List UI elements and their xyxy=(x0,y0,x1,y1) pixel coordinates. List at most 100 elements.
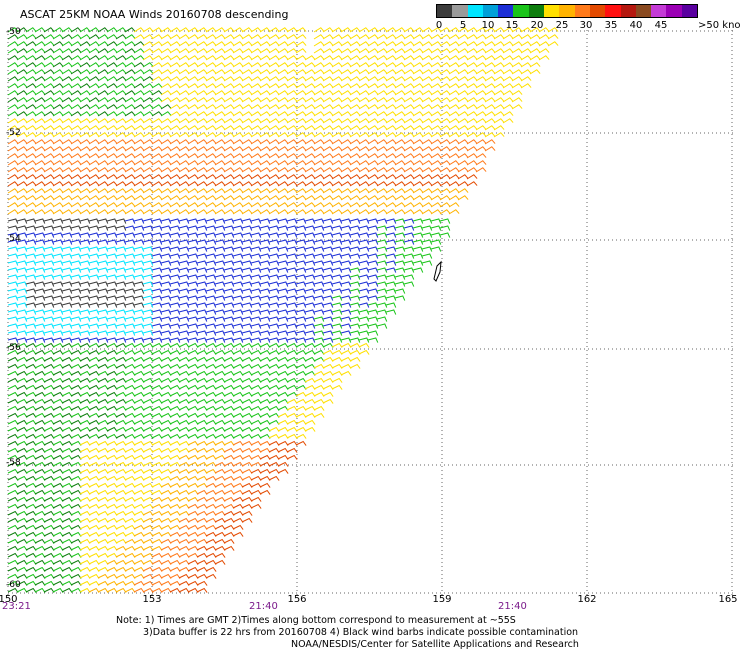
wind-barb xyxy=(304,225,316,231)
wind-barb xyxy=(133,55,145,61)
wind-barb xyxy=(196,118,208,124)
wind-barb xyxy=(160,246,172,252)
wind-barb xyxy=(34,302,46,308)
wind-barb xyxy=(331,48,343,54)
wind-barb xyxy=(196,225,208,231)
wind-barb xyxy=(178,202,190,208)
wind-barb xyxy=(241,482,253,488)
wind-barb xyxy=(88,349,100,355)
wind-barb xyxy=(124,447,136,453)
wind-barb xyxy=(61,111,73,117)
wind-barb xyxy=(385,239,397,245)
wind-barb xyxy=(376,295,388,301)
wind-barb xyxy=(79,349,91,355)
wind-barb xyxy=(340,174,352,180)
chart-title: ASCAT 25KM NOAA Winds 20160708 descendin… xyxy=(20,8,289,21)
wind-barb xyxy=(511,83,523,89)
wind-barb xyxy=(124,125,136,131)
wind-barb xyxy=(25,433,37,439)
wind-barb xyxy=(232,181,244,187)
wind-barb xyxy=(142,363,154,369)
wind-barb xyxy=(439,202,451,208)
wind-barb xyxy=(16,260,28,266)
wind-barb xyxy=(16,440,28,446)
wind-barb xyxy=(232,454,244,460)
wind-barb xyxy=(160,48,172,54)
wind-barb xyxy=(295,405,307,411)
wind-barb xyxy=(304,104,316,110)
wind-barb xyxy=(70,139,82,145)
wind-barb xyxy=(115,260,127,266)
wind-barb xyxy=(367,139,379,145)
wind-barb xyxy=(358,253,370,259)
wind-barb xyxy=(412,225,424,231)
wind-barb xyxy=(70,580,82,586)
wind-barb xyxy=(448,55,460,61)
wind-barb xyxy=(493,69,505,75)
wind-barb xyxy=(268,188,280,194)
wind-barb xyxy=(205,274,217,280)
wind-barb xyxy=(133,342,145,348)
wind-barb xyxy=(322,370,334,376)
wind-barb xyxy=(106,482,118,488)
wind-barb xyxy=(331,55,343,61)
wind-barb xyxy=(34,104,46,110)
wind-barb xyxy=(214,167,226,173)
wind-barb xyxy=(88,188,100,194)
wind-barb xyxy=(133,83,145,89)
wind-barb xyxy=(349,281,361,287)
wind-barb xyxy=(7,433,19,439)
wind-barb xyxy=(313,48,325,54)
wind-barb xyxy=(286,153,298,159)
wind-barb xyxy=(358,195,370,201)
wind-barb xyxy=(70,225,82,231)
wind-barb xyxy=(286,146,298,152)
wind-barb xyxy=(88,232,100,238)
wind-barb xyxy=(160,174,172,180)
wind-barb xyxy=(43,34,55,40)
wind-barb xyxy=(115,426,127,432)
wind-barb xyxy=(430,181,442,187)
wind-barb xyxy=(250,225,262,231)
wind-barb xyxy=(241,27,253,33)
wind-barb xyxy=(70,349,82,355)
wind-barb xyxy=(178,41,190,47)
wind-barb xyxy=(88,253,100,259)
wind-barb xyxy=(106,132,118,138)
wind-barb xyxy=(160,281,172,287)
wind-barb xyxy=(205,330,217,336)
wind-barb xyxy=(115,337,127,343)
wind-barb xyxy=(178,260,190,266)
wind-barb xyxy=(61,295,73,301)
wind-barb xyxy=(403,27,415,33)
wind-barb xyxy=(79,174,91,180)
wind-barb xyxy=(286,316,298,322)
wind-barb xyxy=(178,55,190,61)
wind-barb xyxy=(106,232,118,238)
wind-barb xyxy=(205,69,217,75)
wind-barb xyxy=(151,517,163,523)
wind-barb xyxy=(70,454,82,460)
wind-barb xyxy=(169,412,181,418)
wind-barb xyxy=(7,232,19,238)
wind-barb xyxy=(61,398,73,404)
wind-barb xyxy=(25,218,37,224)
wind-barb xyxy=(187,69,199,75)
wind-barb xyxy=(124,363,136,369)
wind-barb xyxy=(106,349,118,355)
wind-barb xyxy=(52,139,64,145)
wind-barb xyxy=(43,253,55,259)
wind-barb xyxy=(196,125,208,131)
wind-barb xyxy=(304,370,316,376)
wind-barb xyxy=(241,468,253,474)
wind-barb xyxy=(25,295,37,301)
wind-barb xyxy=(7,363,19,369)
wind-barb xyxy=(79,461,91,467)
wind-barb xyxy=(133,316,145,322)
wind-barb xyxy=(16,181,28,187)
wind-barb xyxy=(97,517,109,523)
wind-barb xyxy=(403,246,415,252)
wind-barb xyxy=(295,426,307,432)
wind-barb xyxy=(277,370,289,376)
wind-barb xyxy=(295,316,307,322)
